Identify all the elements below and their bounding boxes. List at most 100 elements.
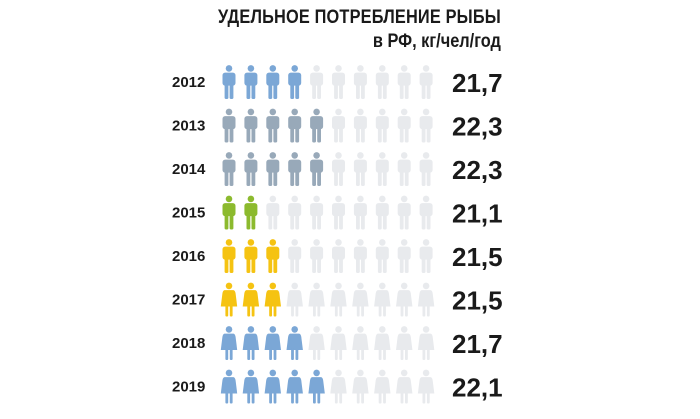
man-icon — [288, 65, 302, 99]
man-icon — [244, 108, 258, 143]
pictogram-row-2016: 2016 21,5 — [172, 239, 503, 273]
pictogram-row-2012: 2012 21,7 — [172, 65, 503, 99]
woman-icon-empty — [417, 369, 435, 404]
woman-icon-empty — [330, 369, 347, 404]
year-label: 2012 — [172, 74, 205, 91]
woman-icon-empty — [374, 282, 391, 317]
man-icon — [222, 108, 236, 143]
man-icon-empty — [397, 65, 411, 99]
woman-icon — [220, 282, 238, 317]
man-icon-empty — [332, 195, 345, 230]
woman-icon — [264, 369, 281, 404]
woman-icon-empty — [374, 369, 391, 404]
pictogram-row-2019: 2019 22,1 — [172, 369, 503, 404]
man-icon-empty — [375, 239, 389, 273]
pictogram-row-2018: 2018 21,7 — [172, 326, 503, 360]
woman-icon-empty — [396, 282, 413, 317]
woman-icon-empty — [330, 282, 347, 317]
pictogram-row-2017: 2017 21,5 — [172, 282, 503, 317]
man-icon-empty — [353, 239, 367, 273]
woman-icon — [242, 282, 260, 317]
man-icon — [222, 152, 236, 186]
title-block: УДЕЛЬНОЕ ПОТРЕБЛЕНИЕ РЫБЫ в РФ, кг/чел/г… — [172, 6, 501, 54]
man-icon-empty — [288, 195, 302, 230]
woman-icon-empty — [308, 282, 325, 317]
man-icon — [310, 152, 324, 186]
man-icon — [222, 65, 236, 99]
man-icon — [244, 152, 258, 186]
value-label: 22,3 — [452, 112, 503, 142]
man-icon-empty — [310, 195, 324, 230]
year-label: 2015 — [172, 205, 205, 222]
man-icon-empty — [375, 65, 389, 99]
woman-icon-empty — [286, 282, 303, 317]
man-icon-empty — [419, 152, 433, 186]
woman-icon — [308, 369, 325, 404]
man-icon-empty — [397, 152, 411, 186]
man-icon-empty — [266, 195, 280, 230]
man-icon — [222, 195, 236, 230]
value-label: 21,7 — [452, 329, 503, 359]
year-label: 2018 — [172, 335, 205, 352]
value-label: 21,7 — [452, 68, 503, 98]
man-icon — [288, 152, 302, 186]
man-icon-empty — [419, 65, 433, 99]
value-label: 21,1 — [452, 199, 503, 229]
woman-icon-empty — [396, 369, 413, 404]
woman-icon-empty — [417, 282, 435, 317]
woman-icon-empty — [396, 326, 413, 360]
woman-icon-empty — [352, 326, 369, 360]
year-label: 2014 — [172, 161, 206, 178]
woman-icon — [286, 369, 303, 404]
man-icon-empty — [397, 108, 411, 143]
chart-title: УДЕЛЬНОЕ ПОТРЕБЛЕНИЕ РЫБЫ — [218, 7, 501, 28]
woman-icon — [242, 326, 260, 360]
man-icon-empty — [310, 65, 324, 99]
year-label: 2017 — [172, 292, 205, 309]
man-icon — [266, 108, 280, 143]
man-icon-empty — [288, 239, 302, 273]
man-icon-empty — [375, 152, 389, 186]
woman-icon — [286, 326, 303, 360]
woman-icon — [220, 369, 238, 404]
man-icon-empty — [397, 239, 411, 273]
man-icon-empty — [375, 195, 389, 230]
man-icon-empty — [419, 108, 433, 143]
woman-icon — [264, 326, 281, 360]
year-label: 2019 — [172, 379, 205, 396]
man-icon-empty — [419, 239, 433, 273]
man-icon-empty — [310, 239, 324, 273]
value-label: 22,1 — [452, 373, 503, 403]
value-label: 22,3 — [452, 155, 503, 185]
man-icon — [244, 195, 258, 230]
woman-icon — [220, 326, 238, 360]
man-icon-empty — [353, 152, 367, 186]
man-icon-empty — [353, 108, 367, 143]
pictogram-row-2013: 2013 22,3 — [172, 108, 503, 143]
man-icon-empty — [375, 108, 389, 143]
year-label: 2016 — [172, 248, 205, 265]
chart-subtitle: в РФ, кг/чел/год — [372, 31, 501, 52]
pictogram-row-2015: 2015 21,1 — [172, 195, 503, 230]
man-icon-empty — [353, 65, 367, 99]
pictogram-row-2014: 2014 22,3 — [172, 152, 503, 186]
man-icon — [266, 65, 280, 99]
man-icon-empty — [332, 152, 345, 186]
woman-icon-empty — [374, 326, 391, 360]
woman-icon — [242, 369, 260, 404]
value-label: 21,5 — [452, 242, 503, 272]
year-label: 2013 — [172, 118, 205, 135]
man-icon — [222, 239, 236, 273]
woman-icon-empty — [352, 369, 369, 404]
man-icon-empty — [332, 65, 345, 99]
man-icon — [244, 65, 258, 99]
man-icon-empty — [353, 195, 367, 230]
woman-icon-empty — [308, 326, 325, 360]
man-icon-empty — [332, 239, 345, 273]
man-icon — [266, 152, 280, 186]
man-icon — [288, 108, 302, 143]
man-icon-empty — [397, 195, 411, 230]
woman-icon-empty — [330, 326, 347, 360]
man-icon-empty — [332, 108, 345, 143]
